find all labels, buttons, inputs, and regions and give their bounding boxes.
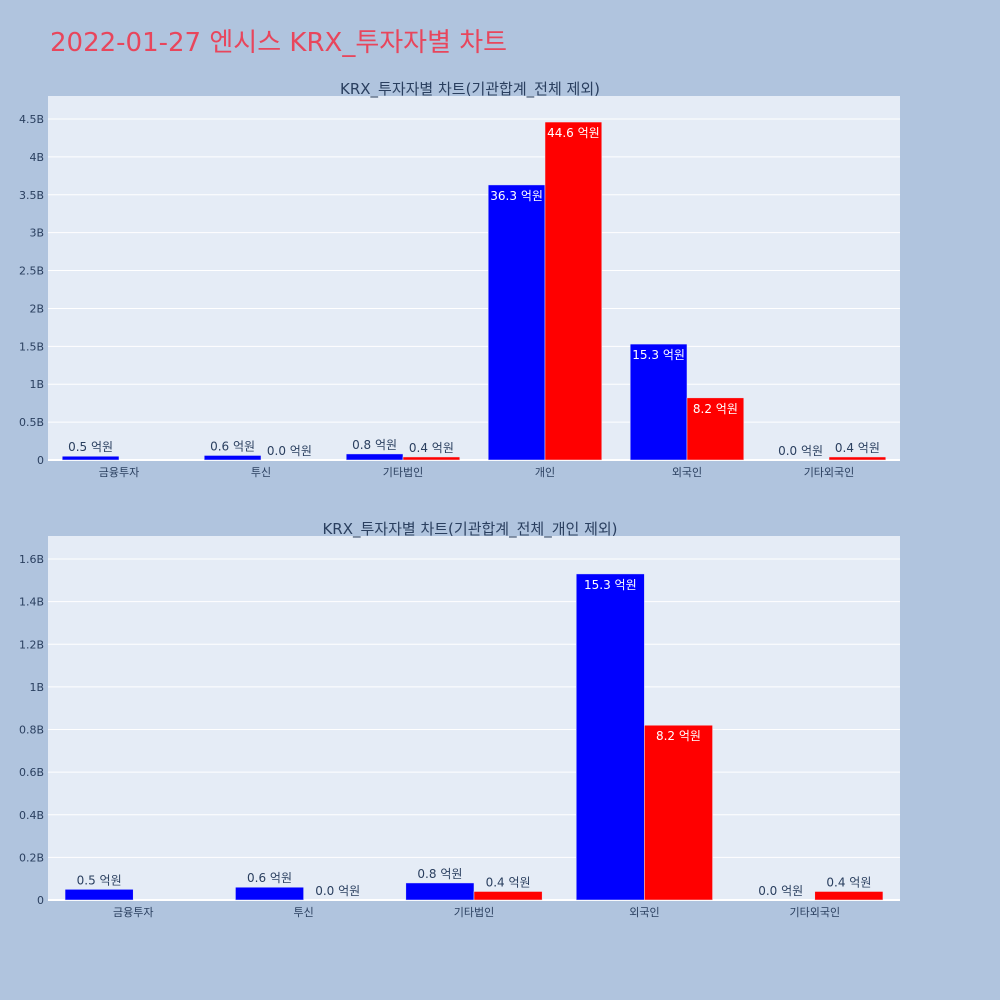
y-tick-label: 1.5B	[19, 340, 44, 353]
y-tick-label: 3B	[29, 227, 44, 240]
data-label: 44.6 억원	[547, 126, 600, 140]
bar	[828, 456, 887, 461]
data-label: 0.4 억원	[486, 875, 531, 889]
y-tick-label: 0.5B	[19, 416, 44, 429]
y-tick-label: 3.5B	[19, 189, 44, 202]
x-tick-label: 기타외국인	[789, 906, 840, 919]
x-tick-label: 기타법인	[454, 906, 494, 919]
bar	[64, 889, 134, 901]
bar	[345, 453, 404, 461]
x-tick-label: 금융투자	[113, 906, 153, 919]
plot-area	[48, 96, 900, 460]
y-tick-label: 0.4B	[19, 809, 44, 822]
bar	[235, 886, 304, 901]
y-tick-label: 0	[37, 894, 44, 907]
y-tick-label: 4B	[29, 151, 44, 164]
data-label: 0.6 억원	[247, 871, 292, 885]
chart-title: KRX_투자자별 차트(기관합계_전체 제외)	[340, 80, 600, 99]
y-tick-label: 1B	[29, 378, 44, 391]
chart-investor-all: 0 0.5B 1B 1.5B 2B 2.5B 3B 3.5B 4B 4.5B KRX_투자자별 차트…	[19, 80, 900, 479]
y-tick-label: 0.8B	[19, 724, 44, 737]
x-tick-label: 금융투자	[99, 466, 139, 479]
data-label: 0.4 억원	[409, 441, 454, 455]
data-label: 0.8 억원	[352, 438, 397, 452]
x-tick-label: 개인	[535, 466, 555, 479]
data-label: 15.3 억원	[584, 578, 637, 592]
x-tick-label: 기타외국인	[804, 466, 855, 479]
data-label: 0.5 억원	[68, 440, 113, 454]
chart-investor-excl-individual: 0 0.2B 0.4B 0.6B 0.8B 1B 1.2B 1.4B 1.6B KRX_투자자별 …	[19, 520, 900, 919]
data-label: 0.6 억원	[210, 439, 255, 453]
x-tick-label: 기타법인	[383, 466, 423, 479]
data-label: 0.8 억원	[417, 867, 462, 881]
page-title: 2022-01-27 엔시스 KRX_투자자별 차트	[50, 28, 508, 58]
x-tick-label: 외국인	[629, 906, 659, 919]
bar	[61, 455, 120, 461]
x-tick-label: 외국인	[672, 466, 702, 479]
bar	[575, 573, 645, 901]
data-label: 0.4 억원	[826, 875, 871, 889]
y-tick-label: 1.2B	[19, 638, 44, 651]
data-label: 8.2 억원	[656, 729, 701, 743]
bar	[814, 891, 884, 901]
y-tick-label: 1.6B	[19, 553, 44, 566]
x-tick-label: 투신	[293, 906, 313, 919]
data-label: 15.3 억원	[632, 348, 685, 362]
y-tick-label: 2.5B	[19, 265, 44, 278]
y-tick-label: 0.2B	[19, 851, 44, 864]
y-tick-label: 0.6B	[19, 766, 44, 779]
bar	[629, 343, 688, 461]
y-tick-label: 2B	[29, 302, 44, 315]
data-label: 36.3 억원	[490, 189, 543, 203]
data-label: 0.5 억원	[77, 873, 122, 887]
bar	[644, 724, 713, 901]
y-tick-label: 0	[37, 454, 44, 467]
data-label: 0.4 억원	[835, 441, 880, 455]
plot-area	[48, 536, 900, 900]
bar	[544, 121, 603, 461]
y-tick-label: 1.4B	[19, 596, 44, 609]
bar	[487, 184, 546, 461]
bar	[203, 455, 262, 461]
bar	[686, 397, 745, 461]
data-label: 0.0 억원	[778, 444, 823, 458]
data-label: 8.2 억원	[693, 402, 738, 416]
y-tick-label: 4.5B	[19, 113, 44, 126]
x-tick-label: 투신	[251, 466, 271, 479]
data-label: 0.0 억원	[267, 444, 312, 458]
data-label: 0.0 억원	[758, 884, 803, 898]
bar	[405, 882, 475, 901]
bar	[473, 891, 543, 901]
chart-title: KRX_투자자별 차트(기관합계_전체_개인 제외)	[322, 520, 617, 539]
data-label: 0.0 억원	[315, 884, 360, 898]
bar	[402, 456, 461, 461]
y-tick-label: 1B	[29, 681, 44, 694]
